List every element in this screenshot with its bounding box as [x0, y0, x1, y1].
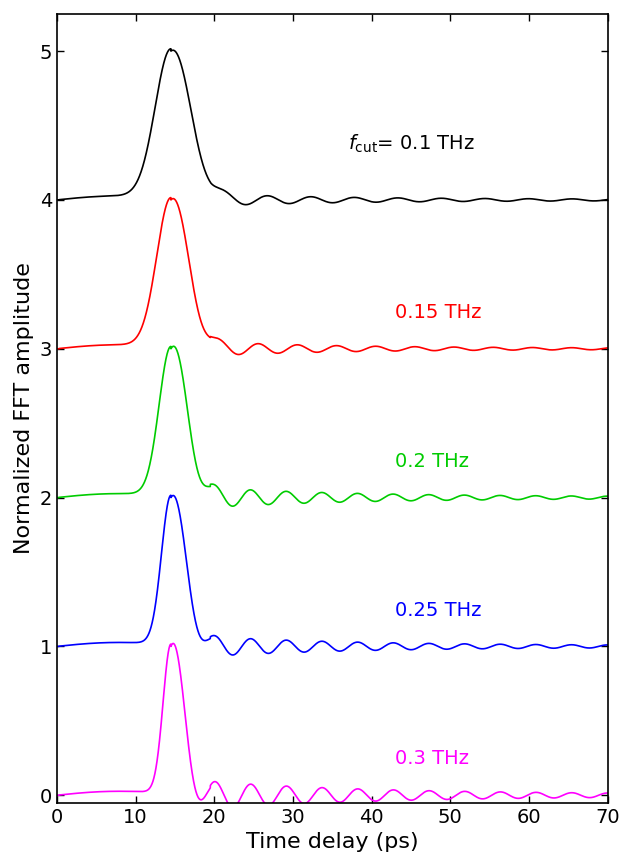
Text: 0.2 THz: 0.2 THz — [395, 452, 469, 471]
X-axis label: Time delay (ps): Time delay (ps) — [246, 832, 418, 852]
Text: 0.15 THz: 0.15 THz — [395, 303, 482, 322]
Text: 0.3 THz: 0.3 THz — [395, 749, 469, 768]
Y-axis label: Normalized FFT amplitude: Normalized FFT amplitude — [14, 262, 34, 554]
Text: 0.25 THz: 0.25 THz — [395, 601, 482, 620]
Text: $f_\mathrm{cut}$= 0.1 THz: $f_\mathrm{cut}$= 0.1 THz — [348, 133, 475, 155]
